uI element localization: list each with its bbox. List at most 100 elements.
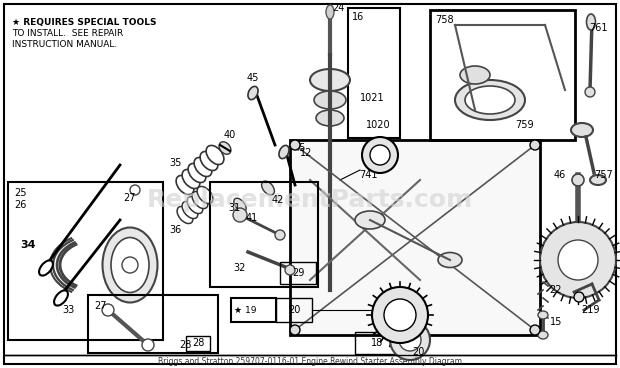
Text: 36: 36 (169, 225, 181, 235)
Ellipse shape (188, 163, 206, 183)
Text: 28: 28 (179, 340, 191, 350)
Ellipse shape (316, 110, 344, 126)
Text: 42: 42 (272, 195, 284, 205)
Text: 27: 27 (124, 193, 136, 203)
Ellipse shape (234, 198, 246, 212)
Ellipse shape (538, 311, 548, 319)
Text: 41: 41 (246, 213, 258, 223)
Text: 219: 219 (581, 305, 600, 315)
Bar (355, 332, 399, 354)
Circle shape (130, 185, 140, 195)
Text: 32: 32 (234, 263, 246, 273)
Circle shape (399, 329, 421, 351)
Circle shape (122, 257, 138, 273)
Ellipse shape (538, 331, 548, 339)
Bar (290, 140, 540, 335)
Ellipse shape (219, 142, 231, 154)
Circle shape (290, 325, 300, 335)
Text: ★ 19: ★ 19 (234, 305, 257, 315)
Circle shape (384, 299, 416, 331)
Text: 35: 35 (169, 158, 181, 168)
Circle shape (540, 222, 616, 298)
Ellipse shape (177, 206, 193, 224)
Bar (276, 298, 312, 322)
Ellipse shape (455, 80, 525, 120)
Text: INSTRUCTION MANUAL.: INSTRUCTION MANUAL. (12, 40, 117, 49)
Ellipse shape (206, 145, 224, 164)
Text: 31: 31 (228, 203, 240, 213)
Bar (430, 10, 575, 140)
Ellipse shape (187, 197, 203, 213)
Ellipse shape (590, 175, 606, 185)
Bar (88, 295, 218, 353)
Ellipse shape (248, 86, 258, 100)
Text: 757: 757 (595, 170, 613, 180)
Ellipse shape (39, 261, 53, 276)
Bar (8, 182, 163, 340)
Ellipse shape (314, 91, 346, 109)
Ellipse shape (182, 169, 200, 188)
Circle shape (530, 140, 540, 150)
Bar (186, 336, 210, 351)
Ellipse shape (200, 152, 218, 170)
Bar (348, 8, 400, 138)
Text: 26: 26 (14, 200, 27, 210)
Circle shape (142, 339, 154, 351)
Text: 20: 20 (412, 347, 424, 357)
Text: 45: 45 (294, 143, 306, 153)
Ellipse shape (572, 174, 584, 186)
Text: ★ REQUIRES SPECIAL TOOLS: ★ REQUIRES SPECIAL TOOLS (12, 18, 156, 27)
Text: 40: 40 (224, 130, 236, 140)
Ellipse shape (197, 187, 213, 204)
Ellipse shape (438, 252, 462, 268)
Ellipse shape (310, 69, 350, 91)
Circle shape (558, 240, 598, 280)
Ellipse shape (460, 66, 490, 84)
Text: 29: 29 (292, 268, 304, 278)
Ellipse shape (355, 211, 385, 229)
Ellipse shape (326, 5, 334, 19)
Circle shape (370, 145, 390, 165)
Text: 12: 12 (300, 148, 312, 158)
Text: 20: 20 (288, 305, 300, 315)
Bar (210, 182, 318, 287)
Circle shape (275, 230, 285, 240)
Circle shape (362, 137, 398, 173)
Ellipse shape (571, 123, 593, 137)
Circle shape (372, 287, 428, 343)
Text: 24: 24 (332, 3, 344, 13)
Text: ReplacementParts.com: ReplacementParts.com (147, 188, 473, 212)
Circle shape (574, 292, 584, 302)
Circle shape (390, 320, 430, 360)
Ellipse shape (192, 191, 208, 209)
Text: 1021: 1021 (360, 93, 384, 103)
Text: 45: 45 (247, 73, 259, 83)
Bar (280, 262, 316, 284)
Text: 15: 15 (550, 317, 562, 327)
Text: 759: 759 (516, 120, 534, 130)
Text: 16: 16 (352, 12, 365, 22)
Text: Briggs and Stratton 259707-0116-01 Engine Rewind Starter Assembly Diagram: Briggs and Stratton 259707-0116-01 Engin… (158, 357, 462, 367)
Ellipse shape (111, 237, 149, 293)
Text: 761: 761 (589, 23, 607, 33)
Circle shape (530, 325, 540, 335)
Text: 741: 741 (359, 170, 377, 180)
Text: 34: 34 (20, 240, 36, 250)
Text: 18: 18 (371, 338, 383, 348)
Ellipse shape (176, 176, 194, 195)
Ellipse shape (54, 290, 68, 305)
Ellipse shape (279, 145, 289, 159)
Circle shape (285, 265, 295, 275)
Ellipse shape (194, 158, 212, 177)
Text: 46: 46 (554, 170, 566, 180)
Text: 758: 758 (435, 15, 454, 25)
Text: 25: 25 (14, 188, 27, 198)
Ellipse shape (102, 227, 157, 302)
Circle shape (290, 140, 300, 150)
Ellipse shape (465, 86, 515, 114)
Circle shape (102, 304, 114, 316)
Ellipse shape (262, 181, 275, 195)
Circle shape (233, 208, 247, 222)
Bar (231, 298, 276, 322)
Text: 22: 22 (550, 285, 562, 295)
